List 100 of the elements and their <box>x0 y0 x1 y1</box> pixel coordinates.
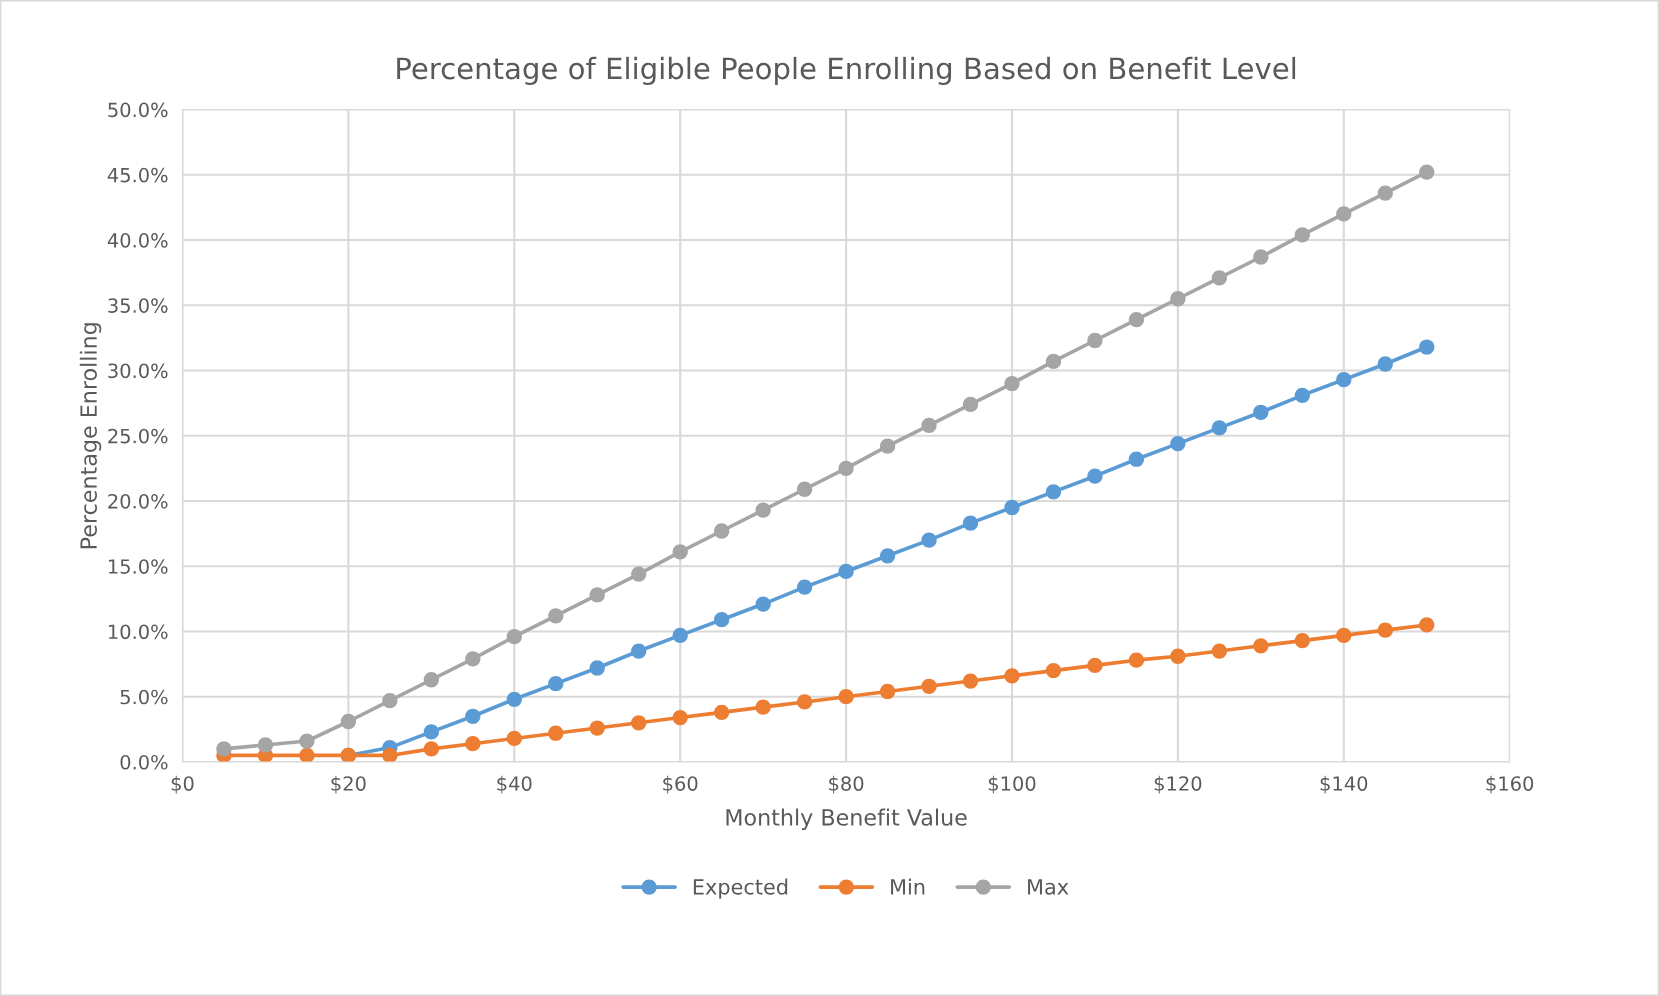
point <box>962 673 979 689</box>
point <box>1045 662 1062 679</box>
point <box>921 532 937 548</box>
point <box>465 708 481 724</box>
point <box>1004 375 1020 392</box>
point <box>506 691 522 707</box>
chart-title: Percentage of Eligible People Enrolling Based on Benefit Level <box>397 56 1296 86</box>
point <box>423 724 439 740</box>
point <box>838 460 854 477</box>
point <box>1419 617 1435 633</box>
point <box>1336 206 1352 222</box>
x-tick-label: $60 <box>663 775 698 794</box>
point <box>631 643 647 659</box>
y-tick-label: 45.0% <box>107 167 168 183</box>
x-tick-label: $120 <box>1154 775 1202 794</box>
point <box>1294 632 1310 649</box>
point <box>1004 668 1020 684</box>
x-axis-title: Monthly Benefit Value <box>726 808 967 831</box>
y-tick-label: 0.0% <box>120 754 168 770</box>
point <box>796 579 813 595</box>
x-tick-label: $40 <box>497 775 532 794</box>
x-tick-label: $100 <box>988 775 1036 794</box>
y-tick-label: 10.0% <box>108 624 168 640</box>
point <box>1294 387 1310 403</box>
point <box>672 709 688 726</box>
point <box>1211 643 1227 659</box>
point <box>589 660 605 676</box>
point <box>1377 185 1393 201</box>
point <box>1377 622 1393 638</box>
point <box>631 715 647 731</box>
point <box>672 544 688 560</box>
point <box>796 481 813 497</box>
legend-label: Max <box>1028 879 1069 895</box>
y-tick-label: 5.0% <box>120 689 168 705</box>
y-tick-label: 30.0% <box>108 363 168 379</box>
point <box>299 747 315 762</box>
legend-label: Min <box>891 878 925 895</box>
point <box>838 563 854 580</box>
point <box>1419 164 1435 180</box>
point <box>1128 311 1145 328</box>
point <box>465 651 481 667</box>
point <box>1419 339 1435 355</box>
point <box>1336 372 1352 388</box>
point <box>1253 638 1269 654</box>
point <box>1336 627 1352 644</box>
point <box>216 741 232 757</box>
point <box>506 730 522 747</box>
point <box>1170 648 1186 664</box>
point <box>340 713 357 730</box>
point <box>382 692 398 709</box>
point <box>299 733 315 749</box>
point <box>838 689 854 705</box>
point <box>423 672 439 688</box>
point <box>423 741 439 757</box>
point <box>755 502 771 518</box>
point <box>631 566 647 582</box>
legend-label: Expected <box>693 878 788 899</box>
x-tick-label: $140 <box>1320 775 1368 794</box>
point <box>796 694 813 710</box>
point <box>465 736 481 752</box>
point <box>962 515 979 531</box>
point <box>755 699 771 715</box>
point <box>1045 484 1062 500</box>
x-tick-label: $0 <box>171 775 194 794</box>
point <box>1377 356 1393 372</box>
point <box>921 417 937 433</box>
point <box>548 608 564 624</box>
point <box>1045 353 1062 370</box>
point <box>1170 291 1186 307</box>
y-tick-label: 50.0% <box>108 102 168 118</box>
point <box>257 737 274 753</box>
point <box>755 596 771 612</box>
point <box>1211 270 1227 286</box>
point <box>589 720 605 736</box>
point <box>548 676 564 692</box>
point <box>1004 499 1020 516</box>
point <box>1128 451 1145 467</box>
point <box>921 678 937 694</box>
point <box>1253 249 1269 265</box>
point <box>548 725 564 741</box>
point <box>1087 468 1103 484</box>
point <box>714 612 730 628</box>
point <box>962 396 979 413</box>
point <box>1211 420 1227 436</box>
point <box>879 438 896 454</box>
point <box>382 747 398 762</box>
x-tick-label: $20 <box>331 775 366 794</box>
y-tick-label: 25.0% <box>108 428 168 444</box>
point <box>589 587 605 603</box>
y-tick-label: 35.0% <box>108 298 168 313</box>
point <box>1087 332 1103 349</box>
point <box>1253 404 1269 420</box>
x-tick-label: $160 <box>1486 775 1534 794</box>
point <box>1170 435 1186 452</box>
point <box>714 523 730 539</box>
point <box>1128 652 1145 668</box>
point <box>879 683 896 700</box>
y-tick-label: 20.0% <box>108 493 168 509</box>
x-tick-label: $80 <box>829 775 864 794</box>
point <box>879 548 896 564</box>
